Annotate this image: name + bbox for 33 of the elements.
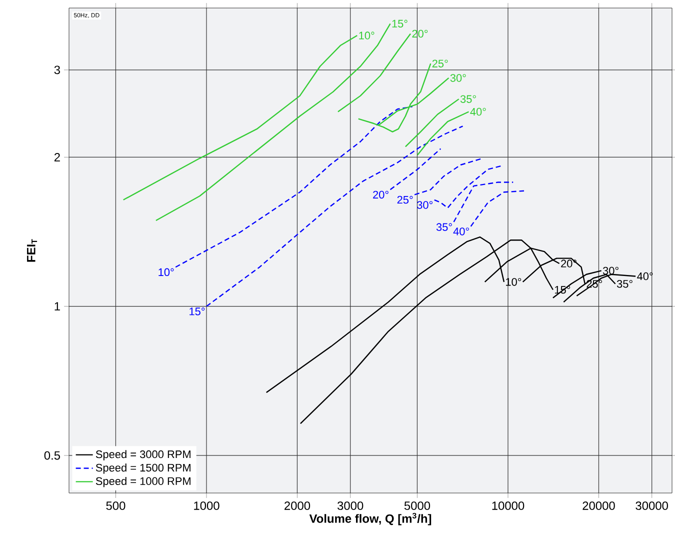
x-tick-label: 20000 xyxy=(582,501,615,510)
x-tick-label: 3000 xyxy=(337,501,364,510)
annotation: 40° xyxy=(470,108,486,116)
annotation: 35° xyxy=(436,223,452,231)
y-tick-label: 1 xyxy=(54,302,60,310)
annotation: 15° xyxy=(392,20,408,28)
annotation: 15° xyxy=(190,308,205,316)
x-axis-title: Volume flow, Q [m$^{3}$/h] xyxy=(309,512,432,526)
legend-label: Speed = 1000 RPM xyxy=(96,476,190,488)
y-tick-label: 3 xyxy=(54,66,60,74)
annotation: 40° xyxy=(453,228,469,236)
y-tick-label: 2 xyxy=(54,153,60,162)
annotation: 10° xyxy=(158,268,174,276)
legend-label: Speed = 3000 RPM xyxy=(96,450,190,460)
annotation: 25° xyxy=(397,196,413,204)
annotation: 35° xyxy=(616,280,632,288)
annotation: 35° xyxy=(460,95,476,103)
y-axis-title: FEI$_{T}$ xyxy=(27,239,38,262)
x-tick-label: 1000 xyxy=(194,501,220,510)
x-tick-label: 30000 xyxy=(636,501,668,510)
x-tick-label: 2000 xyxy=(284,501,310,510)
annotation: 20° xyxy=(561,260,576,268)
annotation: 10° xyxy=(359,32,374,40)
annotation: 20° xyxy=(373,190,388,199)
x-tick-label: 10000 xyxy=(492,501,524,510)
legend-label: Speed = 1500 RPM xyxy=(96,464,190,474)
annotation: 30° xyxy=(450,74,466,82)
annotation: 25° xyxy=(432,60,448,68)
x-tick-label: 500 xyxy=(106,501,126,510)
x-tick-label: 5000 xyxy=(404,501,430,510)
annotation: 30° xyxy=(602,266,618,275)
annotation: 10° xyxy=(506,278,522,286)
y-tick-label: 0.5 xyxy=(44,451,60,460)
